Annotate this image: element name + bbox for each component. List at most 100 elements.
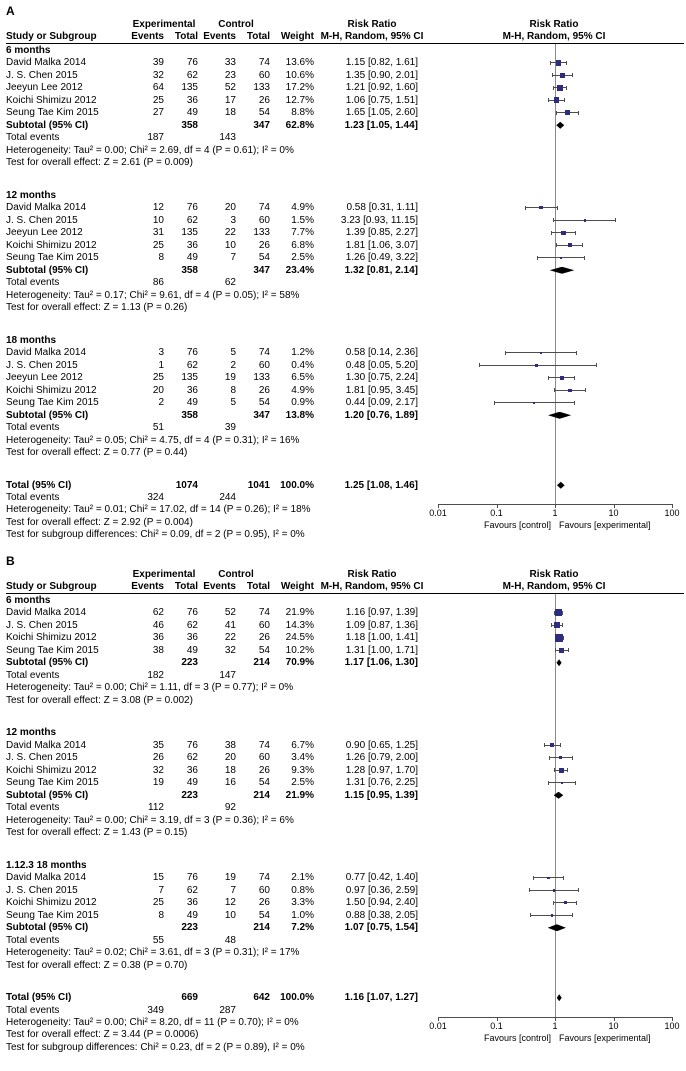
forest-row-events: Total events 55 48 xyxy=(6,934,684,947)
null-line xyxy=(555,814,556,827)
null-line xyxy=(555,334,556,347)
plot-cell xyxy=(428,156,680,169)
ci-end-right xyxy=(578,110,580,115)
total-exp: 76 xyxy=(186,607,198,619)
summary-total-exp: 223 xyxy=(181,922,198,934)
summary-total-ctl: 214 xyxy=(253,657,270,669)
ci-text: 1.16 [0.97, 1.39] xyxy=(345,607,418,619)
summary-ci-text: 1.15 [0.95, 1.39] xyxy=(344,789,418,801)
ci-text: 0.88 [0.38, 2.05] xyxy=(345,909,418,921)
effect-square xyxy=(550,914,553,917)
total-exp: 76 xyxy=(186,347,198,359)
summary-ci-text: 1.07 [0.75, 1.54] xyxy=(344,922,418,934)
ci-end-right xyxy=(576,900,578,905)
total-exp: 62 xyxy=(186,619,198,631)
ci-text: 1.65 [1.05, 2.60] xyxy=(345,107,418,119)
plot-cell xyxy=(428,251,680,264)
subgroup-title: 12 months xyxy=(6,189,57,201)
events-exp: 20 xyxy=(152,384,164,396)
effect-square xyxy=(560,781,564,784)
events-exp: 2 xyxy=(158,397,164,409)
plot-cell xyxy=(428,826,680,839)
summary-ci-text: 1.23 [1.05, 1.44] xyxy=(344,119,418,131)
axis-tick xyxy=(438,504,439,508)
footnote-line: Test for overall effect: Z = 3.44 (P = 0… xyxy=(6,1029,199,1040)
events-exp: 36 xyxy=(152,632,164,644)
total-ctl: 26 xyxy=(258,897,270,909)
summary-diamond xyxy=(549,266,575,274)
ci-end-left xyxy=(550,230,552,235)
forest-row-title: 6 months xyxy=(6,44,684,57)
total-ctl: 60 xyxy=(258,884,270,896)
forest-row-study: Koichi Shimizu 2012 25 36 10 26 6.8% 1.81 [1.0… xyxy=(6,239,684,252)
weight: 2.5% xyxy=(291,777,314,789)
forest-row-note: Heterogeneity: Tau² = 0.02; Chi² = 3.61,… xyxy=(6,946,684,959)
subgroup-title: 6 months xyxy=(6,594,51,606)
total-exp: 76 xyxy=(186,739,198,751)
summary-weight: 21.9% xyxy=(285,789,314,801)
plot-cell xyxy=(428,144,680,157)
total-ctl-col-header: Total xyxy=(246,581,270,593)
forest-row-events: Total events 324 244 xyxy=(6,491,684,504)
forest-row-spacer xyxy=(6,169,684,189)
events-ctl: 52 xyxy=(224,607,236,619)
null-line xyxy=(555,959,556,972)
axis-tick xyxy=(555,504,556,508)
stat-note: Heterogeneity: Tau² = 0.05; Chi² = 4.75,… xyxy=(6,434,300,446)
summary-label: Subtotal (95% CI) xyxy=(6,264,89,276)
ci-end-right xyxy=(566,60,568,65)
ci-end-right xyxy=(583,255,585,260)
total-ctl: 26 xyxy=(258,764,270,776)
study-name: J. S. Chen 2015 xyxy=(6,214,78,226)
ci-end-right xyxy=(562,875,564,880)
total-exp: 49 xyxy=(186,777,198,789)
footnote-line: Test for subgroup differences: Chi² = 0.… xyxy=(6,529,305,540)
ci-end-right xyxy=(567,648,569,653)
panel-b-body: Experimental Control Risk Ratio Risk Ratio S… xyxy=(6,568,684,1059)
plot-cell xyxy=(428,226,680,239)
plot-cell xyxy=(428,884,680,897)
risk-ratio-text-header: Risk Ratio xyxy=(347,18,397,30)
total-events-exp: 112 xyxy=(148,802,164,814)
ci-end-left xyxy=(553,900,555,905)
null-line xyxy=(555,706,556,727)
events-ctl: 18 xyxy=(224,764,236,776)
total-events-label: Total events xyxy=(6,802,60,814)
plot-cell xyxy=(428,409,680,422)
total-events-label: Total events xyxy=(6,277,60,289)
ci-end-left xyxy=(525,205,527,210)
forest-row-study: J. S. Chen 2015 46 62 41 60 14.3% 1.09 [0.87, … xyxy=(6,619,684,632)
forest-row-title: 18 months xyxy=(6,334,684,347)
ci-text: 0.48 [0.05, 5.20] xyxy=(345,359,418,371)
study-name: J. S. Chen 2015 xyxy=(6,884,78,896)
plot-cell xyxy=(428,314,680,334)
weight: 8.8% xyxy=(291,107,314,119)
study-name: Koichi Shimizu 2012 xyxy=(6,897,97,909)
effect-square xyxy=(532,401,536,404)
ci-end-right xyxy=(615,218,617,223)
header-row-columns: Study or Subgroup Events Total Events Total W… xyxy=(6,581,684,594)
total-ctl: 133 xyxy=(253,227,270,239)
plot-cell xyxy=(428,69,680,82)
effect-square xyxy=(535,364,538,367)
total-ctl: 133 xyxy=(253,82,270,94)
plot-cell xyxy=(428,859,680,872)
total-exp: 49 xyxy=(186,107,198,119)
total-ctl: 74 xyxy=(258,872,270,884)
stat-note: Test for overall effect: Z = 2.61 (P = 0… xyxy=(6,157,193,169)
favours-left-label: Favours [control] xyxy=(483,1032,551,1043)
forest-row-subtotal: Subtotal (95% CI) 358 347 13.8% 1.20 [0.76, … xyxy=(6,409,684,422)
favours-right-label: Favours [experimental] xyxy=(559,520,651,530)
plot-cell xyxy=(428,896,680,909)
total-events-exp: 86 xyxy=(152,277,164,289)
forest-row-events: Total events 187 143 xyxy=(6,131,684,144)
summary-ci-text: 1.25 [1.08, 1.46] xyxy=(344,479,418,491)
effect-square xyxy=(559,256,563,259)
summary-label: Subtotal (95% CI) xyxy=(6,922,89,934)
weight: 17.2% xyxy=(285,82,314,94)
null-line xyxy=(555,594,556,607)
ci-end-left xyxy=(548,780,550,785)
ci-end-left xyxy=(505,350,507,355)
total-ctl: 26 xyxy=(258,632,270,644)
study-name: J. S. Chen 2015 xyxy=(6,69,78,81)
